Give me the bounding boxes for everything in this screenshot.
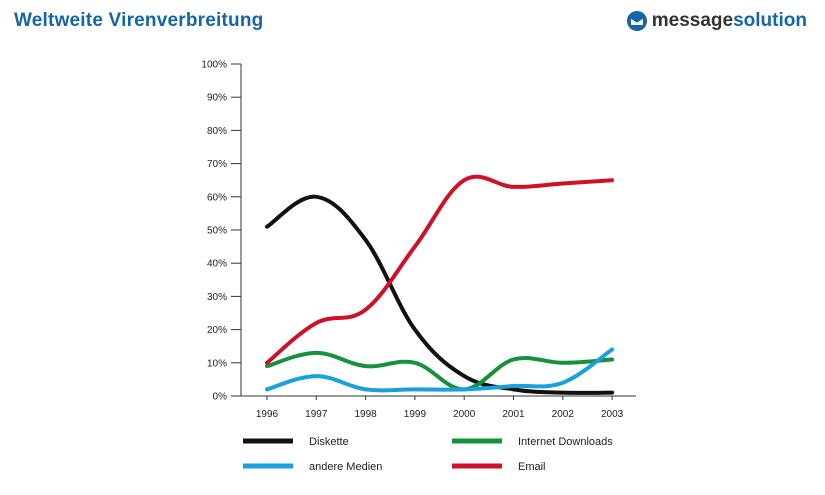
x-tick-label: 1998 [354, 409, 377, 420]
brand-name-part-b: solution [733, 10, 807, 31]
y-tick-label: 60% [207, 192, 227, 203]
y-tick-label: 80% [207, 126, 227, 137]
y-tick-label: 20% [207, 325, 227, 336]
y-tick-label: 50% [207, 226, 227, 237]
y-tick-label: 100% [201, 60, 227, 71]
brand-logo: message solution [626, 10, 807, 32]
y-tick-label: 40% [207, 259, 227, 270]
chart-legend: Diskette Internet Downloads andere Medien E… [243, 436, 613, 473]
y-tick-label: 10% [207, 358, 227, 369]
x-tick-label: 1996 [256, 409, 279, 420]
chart-axes: 0% 10% 20% 30% 40% 50% 60% 70% 80% 90% 100% 1996 199… [201, 60, 636, 420]
chart-series [265, 174, 615, 395]
series-line-email [265, 174, 615, 365]
x-tick-label: 2000 [453, 409, 476, 420]
legend-label-diskette: Diskette [309, 436, 349, 448]
x-tick-label: 1997 [305, 409, 328, 420]
brand-name-part-a: message [651, 10, 734, 31]
legend-label-andere-medien: andere Medien [309, 461, 382, 473]
page-title: Weltweite Virenverbreitung [14, 10, 264, 31]
envelope-check-icon [626, 11, 647, 31]
x-tick-label: 2001 [502, 409, 525, 420]
y-tick-label: 90% [207, 93, 227, 104]
y-tick-label: 30% [207, 292, 227, 303]
y-tick-label: 0% [213, 392, 228, 403]
x-tick-label: 1999 [404, 409, 427, 420]
x-tick-label: 2002 [552, 409, 575, 420]
series-line-diskette [265, 194, 615, 395]
y-tick-label: 70% [207, 159, 227, 170]
series-line-internet-downloads [265, 350, 615, 392]
legend-label-email: Email [518, 461, 546, 473]
x-tick-label: 2003 [601, 409, 624, 420]
series-line-andere-medien [265, 347, 615, 393]
legend-label-internet-downloads: Internet Downloads [518, 436, 613, 448]
